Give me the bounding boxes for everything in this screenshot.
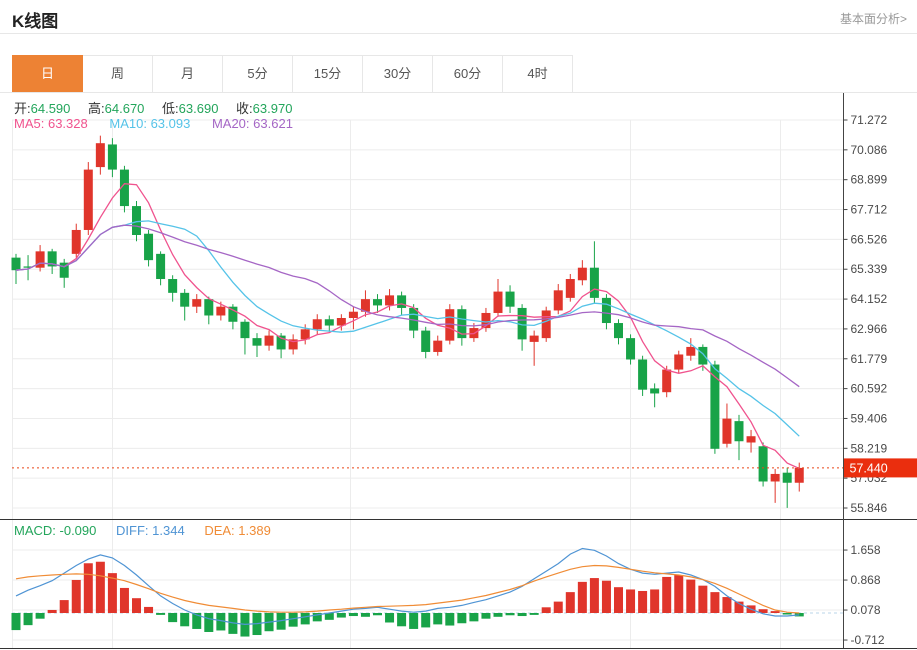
tab-item[interactable]: 4时 (503, 55, 573, 93)
svg-text:61.779: 61.779 (851, 352, 888, 366)
svg-text:57.440: 57.440 (850, 461, 888, 475)
ma20-legend: MA20: 63.621 (211, 116, 293, 131)
tab-item[interactable]: 月 (153, 55, 223, 93)
tab-item[interactable]: 5分 (223, 55, 293, 93)
svg-text:0.078: 0.078 (851, 603, 881, 617)
svg-text:58.219: 58.219 (851, 441, 888, 455)
tab-item[interactable]: 30分 (363, 55, 433, 93)
svg-text:0.868: 0.868 (851, 573, 881, 587)
diff-line (15, 547, 800, 626)
svg-text:62.966: 62.966 (851, 322, 888, 336)
svg-text:71.272: 71.272 (851, 113, 888, 127)
svg-text:65.339: 65.339 (851, 262, 888, 276)
ma10-line (15, 220, 800, 437)
tab-item[interactable]: 15分 (293, 55, 363, 93)
svg-text:68.899: 68.899 (851, 173, 888, 187)
candlestick-series (11, 135, 804, 508)
fundamental-analysis-link[interactable]: 基本面分析> (839, 12, 907, 26)
diff-value-legend: DIFF: 1.344 (116, 523, 185, 538)
ma10-legend: MA10: 63.093 (109, 116, 191, 131)
svg-text:1.658: 1.658 (851, 543, 881, 557)
ohlc-high: 高:64.670 (88, 101, 145, 116)
ohlc-legend: 开:64.590 高:64.670 低:63.690 收:63.970 (14, 98, 306, 117)
grid-lines (12, 119, 844, 648)
price-axis-labels: 71.272 70.086 68.899 67.712 66.526 65.339 64.1… (843, 113, 888, 647)
svg-text:60.592: 60.592 (851, 382, 888, 396)
ma5-line (15, 183, 800, 470)
ohlc-low: 低:63.690 (162, 101, 219, 116)
dea-line (15, 564, 800, 614)
ma20-line (15, 224, 800, 388)
tab-item[interactable]: 日 (12, 55, 83, 93)
svg-text:64.152: 64.152 (851, 292, 888, 306)
page-title: K线图 (12, 12, 59, 31)
ohlc-close: 收:63.970 (236, 101, 293, 116)
period-tab-bar: 日周月 5分 15分 30分 60分 4时 (12, 55, 573, 93)
dea-value-legend: DEA: 1.389 (204, 523, 271, 538)
chart-canvas[interactable]: 71.272 70.086 68.899 67.712 66.526 65.339 64.1… (0, 93, 917, 650)
tab-item[interactable]: 60分 (433, 55, 503, 93)
title-bar: K线图 基本面分析> (0, 0, 917, 34)
svg-text:59.406: 59.406 (851, 411, 888, 425)
ma5-legend: MA5: 63.328 (14, 116, 88, 131)
last-price-badge: 57.440 (844, 458, 917, 478)
macd-value-legend: MACD: -0.090 (14, 523, 97, 538)
ohlc-open: 开:64.590 (14, 101, 71, 116)
tab-item[interactable]: 周 (83, 55, 153, 93)
svg-text:66.526: 66.526 (851, 232, 888, 246)
ma-legend: MA5: 63.328 MA10: 63.093 MA20: 63.621 (14, 116, 311, 131)
svg-text:67.712: 67.712 (851, 203, 888, 217)
svg-text:55.846: 55.846 (851, 501, 888, 515)
macd-legend: MACD: -0.090 DIFF: 1.344 DEA: 1.389 (14, 523, 287, 538)
tabbar-divider (0, 92, 917, 93)
svg-text:70.086: 70.086 (851, 143, 888, 157)
svg-text:-0.712: -0.712 (851, 633, 885, 647)
